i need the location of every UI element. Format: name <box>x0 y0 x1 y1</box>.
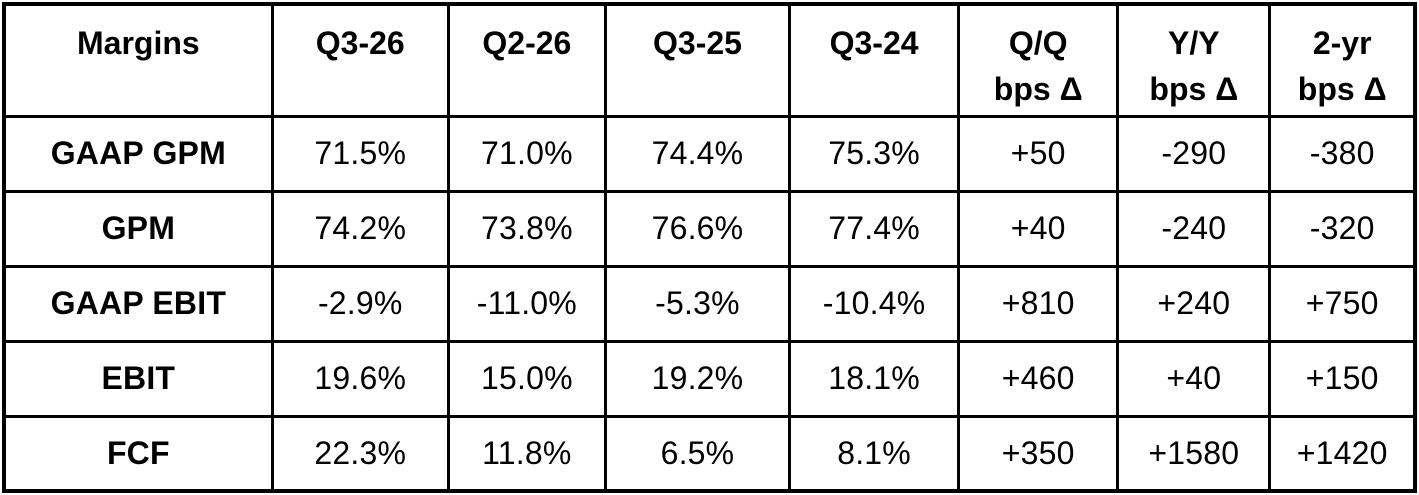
table-cell: 6.5% <box>603 414 792 493</box>
col-header-label: Q3-25 <box>653 25 742 61</box>
col-header-q2-26: Q2-26 <box>446 2 607 118</box>
col-header-q3-24: Q3-24 <box>788 2 961 118</box>
table-cell: 71.5% <box>270 114 450 193</box>
table-cell: +50 <box>957 114 1120 193</box>
col-header-yy-bps: Y/Y bps Δ <box>1116 2 1272 118</box>
col-header-label: 2-yr <box>1312 25 1372 61</box>
row-label: GAAP EBIT <box>2 264 274 343</box>
table-row-fcf: FCF 22.3% 11.8% 6.5% 8.1% +350 +1580 +14… <box>2 414 1417 493</box>
table-cell: 77.4% <box>788 189 961 268</box>
table-cell: -240 <box>1116 189 1272 268</box>
col-header-q3-26: Q3-26 <box>270 2 450 118</box>
table-cell: +150 <box>1268 339 1417 418</box>
table-cell: -10.4% <box>788 264 961 343</box>
table-row-gpm: GPM 74.2% 73.8% 76.6% 77.4% +40 -240 -32… <box>2 189 1417 268</box>
col-header-qq-bps: Q/Q bps Δ <box>957 2 1120 118</box>
table-cell: -2.9% <box>270 264 450 343</box>
table-cell: -320 <box>1268 189 1417 268</box>
table-cell: 19.2% <box>603 339 792 418</box>
table-row-gaap-ebit: GAAP EBIT -2.9% -11.0% -5.3% -10.4% +810… <box>2 264 1417 343</box>
header-row: Margins Q3-26 Q2-26 Q3-25 Q3-24 <box>2 2 1417 118</box>
table-cell: +810 <box>957 264 1120 343</box>
table-cell: 71.0% <box>446 114 607 193</box>
col-header-label: Q/Q <box>1008 25 1068 61</box>
table-row-ebit: EBIT 19.6% 15.0% 19.2% 18.1% +460 +40 +1… <box>2 339 1417 418</box>
col-header-label: Q3-24 <box>829 25 919 61</box>
table-cell: 15.0% <box>446 339 607 418</box>
table-cell: 11.8% <box>446 414 607 493</box>
table-cell: -380 <box>1268 114 1417 193</box>
table-cell: +40 <box>957 189 1120 268</box>
table-cell: -5.3% <box>603 264 792 343</box>
table-cell: 8.1% <box>788 414 961 493</box>
table-cell: -290 <box>1116 114 1272 193</box>
table-cell: 76.6% <box>603 189 792 268</box>
row-label: GPM <box>2 189 274 268</box>
table-cell: 19.6% <box>270 339 450 418</box>
col-header-label: Q3-26 <box>315 25 405 61</box>
row-label: FCF <box>2 414 274 493</box>
table-cell: 74.2% <box>270 189 450 268</box>
table-cell: 73.8% <box>446 189 607 268</box>
row-label: GAAP GPM <box>2 114 274 193</box>
col-header-label: Q2-26 <box>482 25 572 61</box>
table-cell: +750 <box>1268 264 1417 343</box>
col-header-margins: Margins <box>2 2 274 118</box>
table-cell: +1580 <box>1116 414 1272 493</box>
col-header-label: Margins <box>77 25 200 61</box>
table-cell: +1420 <box>1268 414 1417 493</box>
col-header-sub: bps Δ <box>993 71 1083 108</box>
table-cell: +350 <box>957 414 1120 493</box>
table-cell: 18.1% <box>788 339 961 418</box>
table-cell: +460 <box>957 339 1120 418</box>
table-cell: 22.3% <box>270 414 450 493</box>
table-cell: -11.0% <box>446 264 607 343</box>
table-row-gaap-gpm: GAAP GPM 71.5% 71.0% 74.4% 75.3% +50 -29… <box>2 114 1417 193</box>
col-header-sub: bps Δ <box>1297 71 1387 108</box>
col-header-label: Y/Y <box>1168 25 1220 61</box>
table-cell: +240 <box>1116 264 1272 343</box>
col-header-2yr-bps: 2-yr bps Δ <box>1268 2 1417 118</box>
table-cell: +40 <box>1116 339 1272 418</box>
table-cell: 75.3% <box>788 114 961 193</box>
row-label: EBIT <box>2 339 274 418</box>
col-header-sub: bps Δ <box>1149 71 1239 108</box>
table-cell: 74.4% <box>603 114 792 193</box>
col-header-q3-25: Q3-25 <box>603 2 792 118</box>
